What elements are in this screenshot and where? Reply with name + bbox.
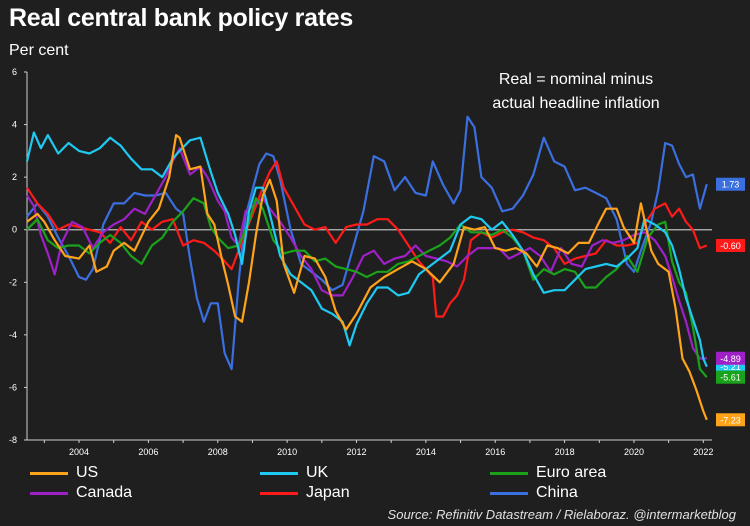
series-line-china <box>26 115 708 371</box>
end-label-value: -5.21 <box>720 362 741 372</box>
legend-item-canada: Canada <box>30 483 132 503</box>
end-label-japan: -0.60 <box>716 238 745 252</box>
legend: US UK Euro area Canada Japan China <box>30 463 690 503</box>
chart-title: Real central bank policy rates <box>9 4 353 32</box>
end-label-box <box>716 238 745 252</box>
x-tick-label: 2008 <box>208 447 228 457</box>
y-tick-label: 6 <box>12 67 17 77</box>
y-tick-label: 4 <box>12 120 17 130</box>
y-tick-label: -4 <box>9 330 17 340</box>
legend-label-canada: Canada <box>76 484 133 501</box>
source-note: Source: Refinitiv Datastream / Rielabora… <box>387 507 736 522</box>
legend-swatch-china <box>490 491 528 495</box>
x-tick-label: 2016 <box>485 447 505 457</box>
x-tick-label: 2018 <box>555 447 575 457</box>
y-tick-label: 0 <box>12 225 17 235</box>
legend-item-uk: UK <box>260 463 328 483</box>
legend-item-euro-area: Euro area <box>490 463 606 483</box>
end-label-china: 1.73 <box>716 177 745 191</box>
end-label-value: -7.23 <box>720 415 741 425</box>
x-tick-label: 2012 <box>346 447 366 457</box>
series-line-euro-area <box>26 197 708 378</box>
series-line-canada <box>26 147 707 360</box>
x-tick-label: 2004 <box>69 447 89 457</box>
series-line-uk <box>25 131 708 368</box>
annotation-line-2: actual headline inflation <box>492 95 659 112</box>
end-label-value: -4.89 <box>720 354 741 364</box>
legend-label-china: China <box>536 484 578 501</box>
legend-label-us: US <box>76 464 99 481</box>
end-label-euro-area: -5.61 <box>716 370 745 384</box>
annotation-line-1: Real = nominal minus <box>499 71 653 88</box>
end-label-box <box>716 370 745 384</box>
legend-swatch-euro-area <box>490 471 528 475</box>
legend-item-us: US <box>30 463 98 483</box>
series-line-japan <box>26 160 708 318</box>
y-tick-label: -8 <box>9 435 17 445</box>
x-tick-label: 2010 <box>277 447 297 457</box>
series-line-us <box>26 134 708 421</box>
legend-item-china: China <box>490 483 578 503</box>
legend-label-japan: Japan <box>306 484 350 501</box>
y-tick-label: 2 <box>12 172 17 182</box>
legend-item-japan: Japan <box>260 483 350 503</box>
end-label-box <box>716 351 745 365</box>
end-label-box <box>716 177 745 191</box>
end-label-us: -7.23 <box>716 413 745 427</box>
end-label-value: -0.60 <box>720 241 741 251</box>
end-label-value: 1.73 <box>722 180 740 190</box>
x-tick-label: 2014 <box>416 447 436 457</box>
y-tick-label: -2 <box>9 277 17 287</box>
x-tick-label: 2020 <box>624 447 644 457</box>
chart-subtitle: Per cent <box>9 42 69 59</box>
legend-label-uk: UK <box>306 464 329 481</box>
x-tick-label: 2006 <box>138 447 158 457</box>
legend-swatch-us <box>30 471 68 475</box>
y-tick-label: -6 <box>9 382 17 392</box>
end-label-canada: -4.89 <box>716 351 745 365</box>
legend-label-euro-area: Euro area <box>536 464 607 481</box>
end-label-box <box>716 413 745 427</box>
legend-swatch-japan <box>260 491 298 495</box>
x-tick-label: 2022 <box>693 447 713 457</box>
legend-swatch-canada <box>30 491 68 495</box>
end-label-value: -5.61 <box>720 373 741 383</box>
legend-swatch-uk <box>260 471 298 475</box>
